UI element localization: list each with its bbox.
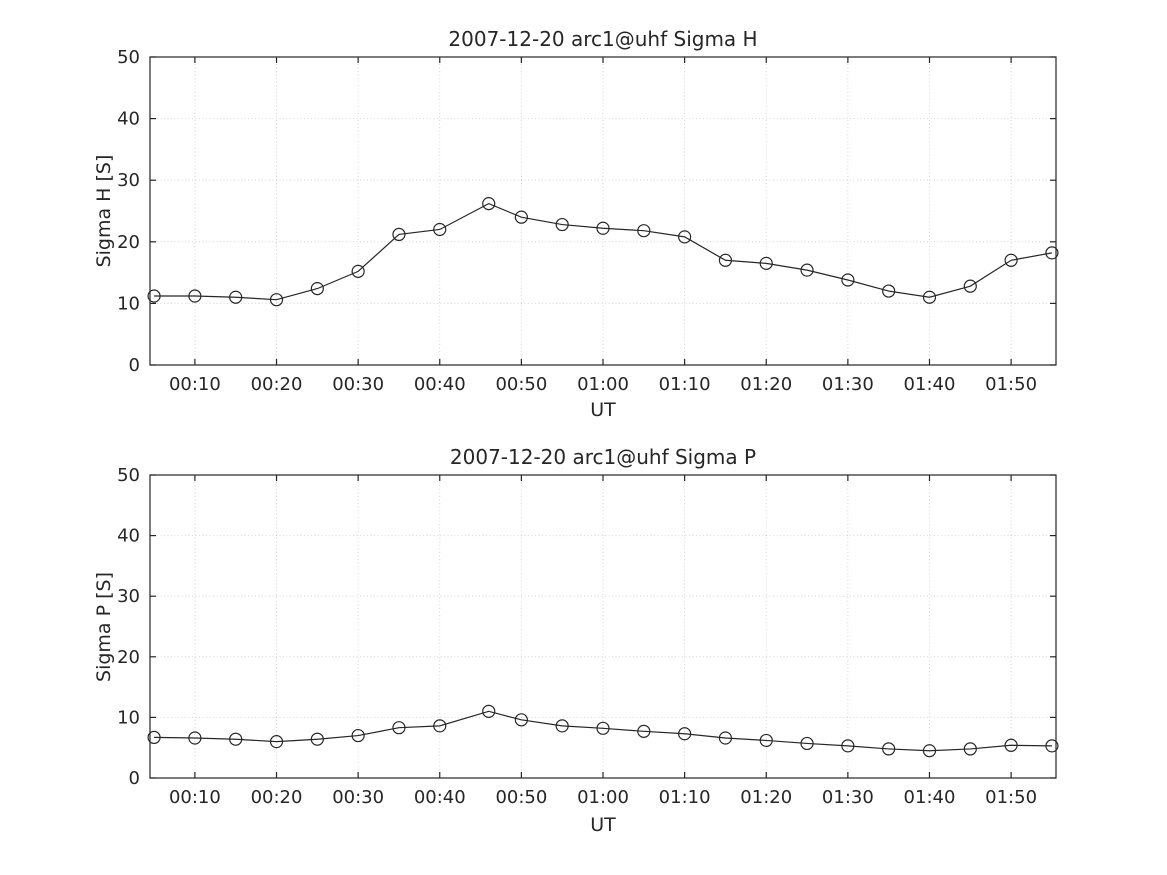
data-point-marker (147, 289, 161, 303)
y-tick-label: 20 (117, 232, 140, 253)
data-point-marker (637, 724, 651, 738)
data-point-marker (351, 264, 365, 278)
x-tick-label: 00:40 (414, 787, 466, 808)
data-point-marker (188, 289, 202, 303)
y-tick-label: 0 (129, 355, 140, 376)
data-point-marker (555, 217, 569, 232)
y-tick-label: 30 (117, 170, 140, 191)
data-point-marker (596, 721, 610, 735)
data-point-marker (229, 732, 243, 746)
x-tick-label: 01:10 (659, 787, 711, 808)
subplot-1: 00:10 00:20 00:30 00:40 00:50 01:00 01:10 01:20… (117, 465, 1059, 808)
data-point-marker (188, 731, 202, 745)
data-point-marker (310, 732, 324, 746)
data-point-marker (678, 727, 692, 741)
data-point-marker (759, 256, 773, 270)
x-tick-label: 00:30 (332, 787, 384, 808)
data-point-marker (718, 253, 733, 267)
data-point-marker (147, 730, 161, 744)
y-tick-label: 20 (117, 647, 140, 668)
y-tick-label: 50 (117, 465, 140, 486)
data-point-marker (963, 742, 977, 756)
data-point-marker (514, 210, 528, 224)
y-tick-label: 40 (117, 109, 140, 130)
x-axis-label-bottom: UT (590, 814, 616, 836)
x-tick-label: 01:50 (985, 787, 1037, 808)
data-point-marker (922, 744, 937, 758)
data-line (154, 202, 1053, 301)
data-point-marker (841, 739, 855, 753)
x-tick-label: 00:10 (169, 787, 221, 808)
data-point-marker (678, 230, 692, 244)
y-tick-label: 0 (129, 768, 140, 789)
x-tick-label: 00:40 (414, 374, 466, 395)
y-axis-label-top: Sigma H [S] (93, 154, 115, 268)
chart-title-sigma-h: 2007-12-20 arc1@uhf Sigma H (448, 27, 758, 51)
data-point-marker (718, 731, 733, 745)
data-point-marker (1045, 246, 1059, 260)
y-tick-label: 30 (117, 586, 140, 607)
data-point-marker (596, 221, 610, 235)
data-point-marker (555, 719, 569, 733)
data-point-marker (1004, 253, 1018, 267)
y-tick-label: 50 (117, 47, 140, 68)
chart-title-sigma-p: 2007-12-20 arc1@uhf Sigma P (449, 445, 757, 469)
data-point-marker (433, 719, 447, 733)
data-point-marker (514, 713, 528, 727)
data-point-marker (433, 222, 447, 237)
data-point-marker (269, 293, 284, 307)
x-tick-label: 00:50 (495, 374, 547, 395)
x-tick-label: 01:50 (985, 374, 1037, 395)
data-point-marker (1004, 738, 1018, 752)
data-point-marker (229, 290, 243, 304)
x-tick-label: 01:20 (740, 374, 792, 395)
x-tick-label: 00:20 (251, 374, 303, 395)
x-axis-label-top: UT (590, 399, 616, 421)
x-tick-label: 01:20 (740, 787, 792, 808)
data-point-marker (800, 263, 814, 277)
data-point-marker (882, 742, 896, 756)
x-tick-label: 00:20 (251, 787, 303, 808)
x-tick-label: 01:30 (822, 787, 874, 808)
data-point-marker (841, 273, 855, 287)
y-axis-label-bottom: Sigma P [S] (93, 572, 115, 682)
data-point-marker (482, 704, 496, 718)
data-point-marker (800, 736, 814, 751)
x-tick-label: 00:50 (495, 787, 547, 808)
y-tick-label: 10 (117, 293, 140, 314)
subplot-0: 00:10 00:20 00:30 00:40 00:50 01:00 01:10 01:20… (117, 47, 1059, 395)
data-point-marker (637, 224, 651, 238)
y-tick-label: 10 (117, 707, 140, 728)
x-tick-label: 01:30 (822, 374, 874, 395)
data-point-marker (269, 735, 284, 749)
data-point-marker (392, 721, 406, 735)
data-point-marker (759, 733, 773, 748)
x-tick-label: 01:00 (577, 787, 629, 808)
x-tick-label: 01:40 (904, 787, 956, 808)
data-point-marker (963, 279, 977, 293)
data-point-marker (392, 227, 406, 242)
data-point-marker (310, 282, 324, 296)
x-tick-label: 00:30 (332, 374, 384, 395)
data-point-marker (351, 728, 365, 743)
x-tick-label: 01:10 (659, 374, 711, 395)
data-line (154, 710, 1052, 752)
y-tick-label: 40 (117, 526, 140, 547)
x-tick-label: 01:40 (904, 374, 956, 395)
data-point-marker (922, 290, 937, 304)
data-point-marker (882, 284, 896, 298)
data-point-marker (482, 197, 496, 211)
x-tick-label: 01:00 (577, 374, 629, 395)
x-tick-label: 00:10 (169, 374, 221, 395)
data-point-marker (1045, 739, 1059, 753)
